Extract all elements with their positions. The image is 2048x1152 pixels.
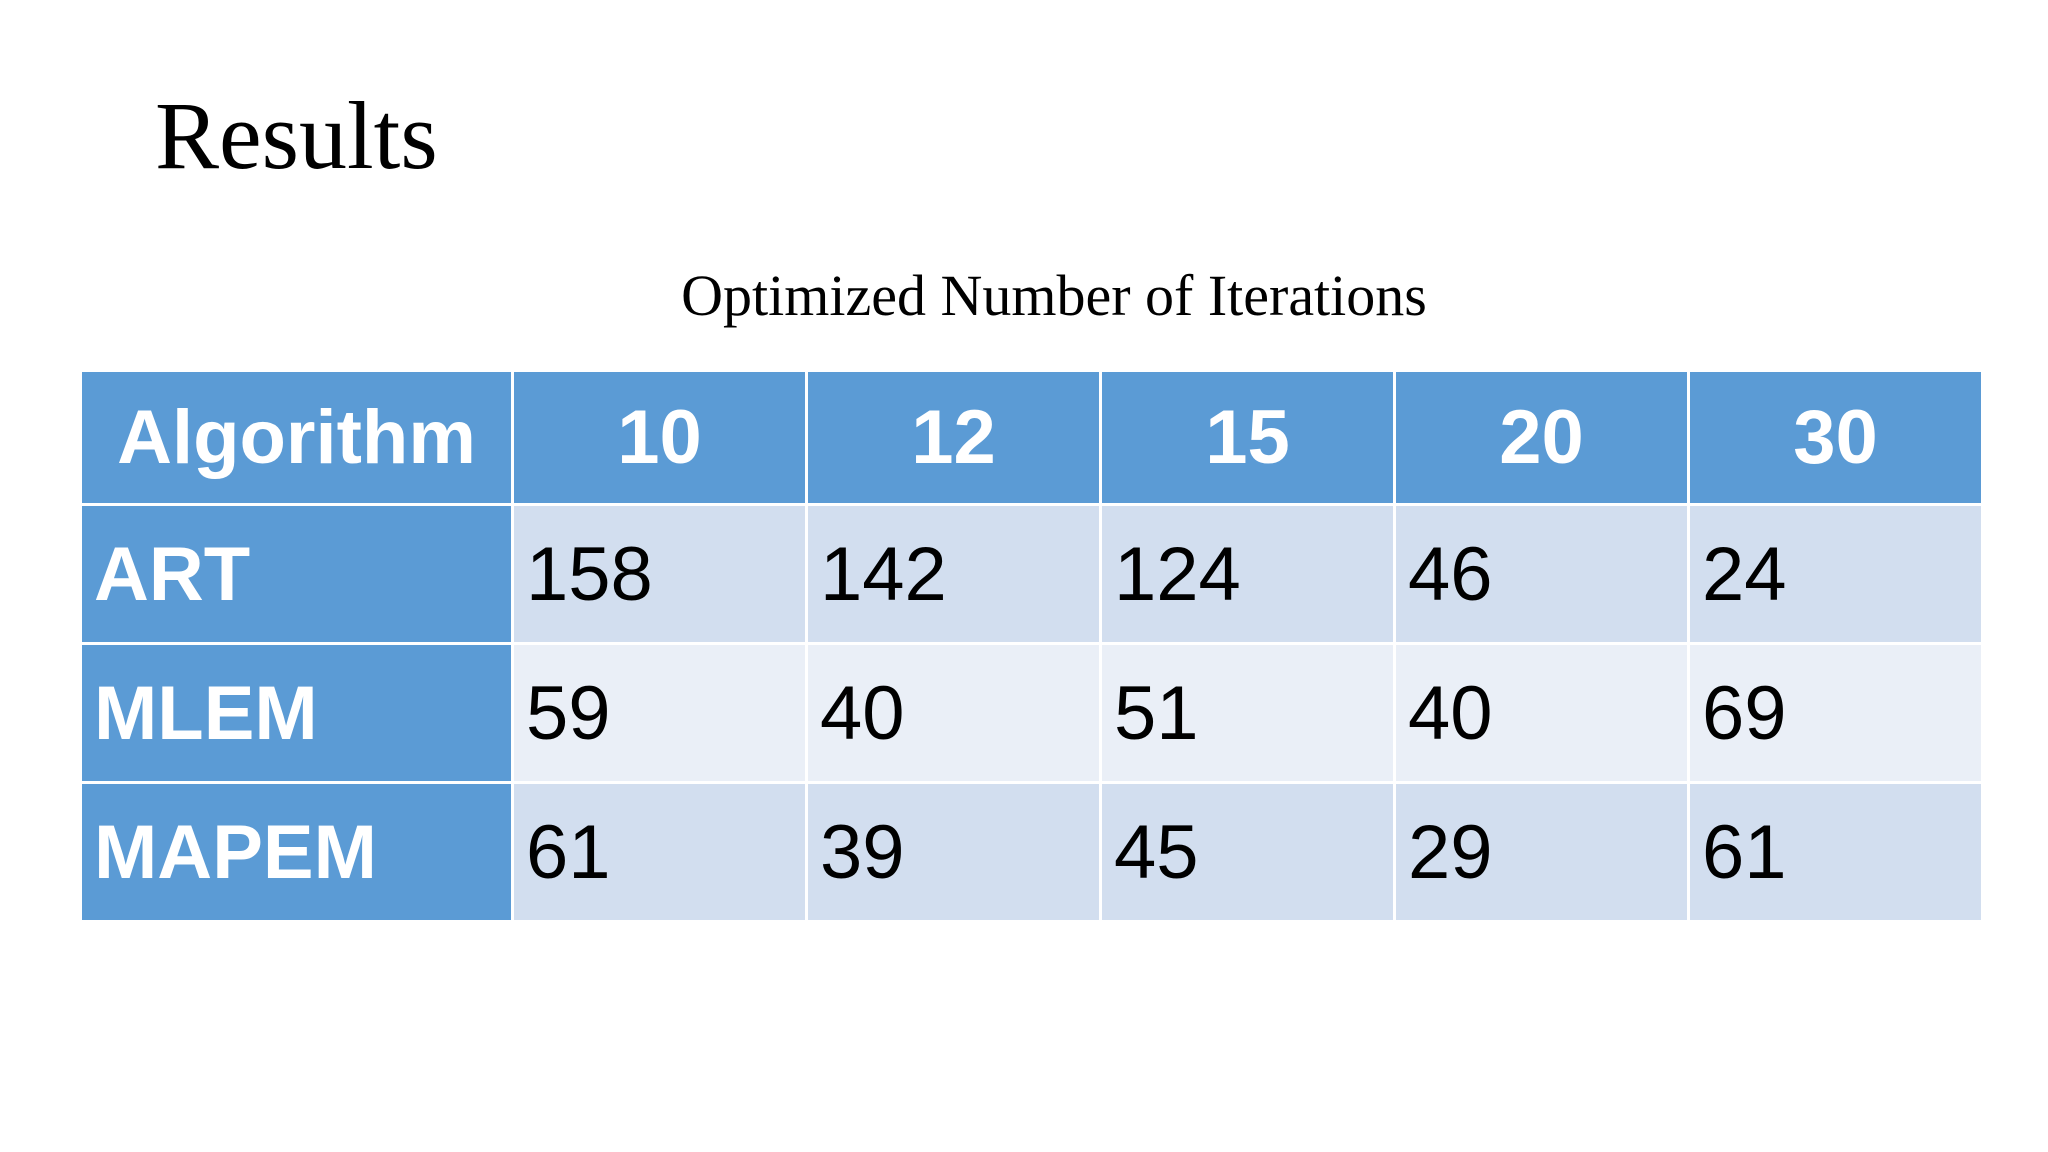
table-cell: 61 xyxy=(511,781,808,923)
table-cell: 142 xyxy=(805,503,1102,645)
slide-title: Results xyxy=(155,82,438,189)
table-row: MLEM 59 40 51 40 69 xyxy=(79,642,1984,784)
table-cell: 59 xyxy=(511,642,808,784)
header-cell: Algorithm xyxy=(79,369,514,506)
table-cell: 29 xyxy=(1393,781,1690,923)
header-cell: 15 xyxy=(1099,369,1396,506)
row-label: ART xyxy=(79,503,514,645)
header-cell: 30 xyxy=(1687,369,1984,506)
table-cell: 46 xyxy=(1393,503,1690,645)
table-cell: 40 xyxy=(805,642,1102,784)
table-cell: 45 xyxy=(1099,781,1396,923)
header-cell: 20 xyxy=(1393,369,1690,506)
header-row: Algorithm 10 12 15 20 30 xyxy=(79,369,1984,506)
table-cell: 69 xyxy=(1687,642,1984,784)
table-cell: 61 xyxy=(1687,781,1984,923)
table-row: ART 158 142 124 46 24 xyxy=(79,503,1984,645)
table-caption: Optimized Number of Iterations xyxy=(681,263,1427,328)
table-cell: 39 xyxy=(805,781,1102,923)
row-label: MAPEM xyxy=(79,781,514,923)
results-table: Algorithm 10 12 15 20 30 ART 158 142 124 46 24 MLEM… xyxy=(79,369,1984,923)
table-row: MAPEM 61 39 45 29 61 xyxy=(79,781,1984,923)
table-body: ART 158 142 124 46 24 MLEM 59 40 51 40 69 MAPEM 61 39 4… xyxy=(79,503,1984,923)
table-cell: 124 xyxy=(1099,503,1396,645)
table-cell: 51 xyxy=(1099,642,1396,784)
header-cell: 12 xyxy=(805,369,1102,506)
table-cell: 158 xyxy=(511,503,808,645)
header-cell: 10 xyxy=(511,369,808,506)
row-label: MLEM xyxy=(79,642,514,784)
table-cell: 40 xyxy=(1393,642,1690,784)
table-cell: 24 xyxy=(1687,503,1984,645)
